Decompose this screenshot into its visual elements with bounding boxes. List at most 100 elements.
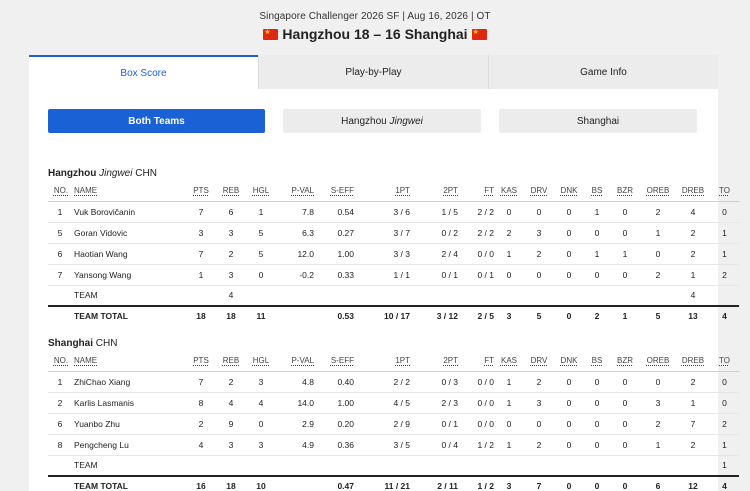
stat-cell: 4 <box>676 285 710 307</box>
column-header[interactable]: P-VAL <box>276 181 314 202</box>
tab-game-info[interactable]: Game Info <box>488 55 718 89</box>
tab-box-score[interactable]: Box Score <box>29 55 258 89</box>
stat-cell: 0 / 0 <box>458 243 494 265</box>
column-header[interactable]: NO. <box>48 351 74 372</box>
column-header[interactable]: S-EFF <box>314 181 354 202</box>
stat-cell <box>494 455 524 477</box>
stat-cell: 0 <box>640 243 676 265</box>
stat-cell: 0.53 <box>314 305 354 325</box>
stat-cell <box>410 285 458 307</box>
stat-cell: 5 <box>640 305 676 325</box>
stat-cell: 1 / 5 <box>410 201 458 223</box>
column-header[interactable]: DNK <box>554 351 584 372</box>
stat-cell: 0 <box>710 371 739 393</box>
player-name: Haotian Wang <box>74 243 186 265</box>
column-header[interactable]: NAME <box>74 351 186 372</box>
column-header[interactable]: DRV <box>524 351 554 372</box>
column-header[interactable]: FT <box>458 351 494 372</box>
tab-bar: Box Score Play-by-Play Game Info <box>29 55 718 89</box>
game-meta: Singapore Challenger 2026 SF | Aug 16, 2… <box>259 11 491 22</box>
stat-cell: 6 <box>640 475 676 491</box>
stat-cell: 2.9 <box>276 413 314 435</box>
column-header[interactable]: KAS <box>494 351 524 372</box>
stat-cell <box>48 475 74 491</box>
stat-cell: 4 <box>216 392 246 414</box>
stat-cell: 2 / 2 <box>458 222 494 244</box>
stat-cell: 7.8 <box>276 201 314 223</box>
table-header-row: NO. NAME PTS REB HGL P-VAL S-EFF 1PT 2PT FT KAS DRV… <box>48 181 739 202</box>
column-header[interactable]: PTS <box>186 351 216 372</box>
stat-cell: 0 <box>554 201 584 223</box>
stat-cell <box>314 455 354 477</box>
column-header[interactable]: HGL <box>246 181 276 202</box>
column-header[interactable]: BZR <box>610 351 640 372</box>
stat-cell: 0 <box>494 201 524 223</box>
stat-cell: 0 / 2 <box>410 222 458 244</box>
filter-hangzhou[interactable]: Hangzhou Jingwei <box>283 109 481 133</box>
column-header[interactable]: OREB <box>640 351 676 372</box>
stat-cell: 12 <box>676 475 710 491</box>
stat-cell: 0 <box>554 305 584 325</box>
stat-cell <box>410 455 458 477</box>
column-header[interactable]: BS <box>584 351 610 372</box>
column-header[interactable]: DNK <box>554 181 584 202</box>
stat-cell: 7 <box>186 201 216 223</box>
stat-cell: 0.20 <box>314 413 354 435</box>
column-header[interactable]: KAS <box>494 181 524 202</box>
column-header[interactable]: PTS <box>186 181 216 202</box>
filter-both-teams[interactable]: Both Teams <box>48 109 265 133</box>
column-header[interactable]: FT <box>458 181 494 202</box>
filter-shanghai[interactable]: Shanghai <box>499 109 697 133</box>
tab-play-by-play[interactable]: Play-by-Play <box>258 55 488 89</box>
team-title: Shanghai CHN <box>29 336 718 351</box>
column-header[interactable]: BS <box>584 181 610 202</box>
team-country: CHN <box>132 168 157 179</box>
column-header[interactable]: OREB <box>640 181 676 202</box>
stat-cell: 4 <box>710 305 739 325</box>
stat-cell: 10 / 17 <box>354 305 410 325</box>
column-header[interactable]: 2PT <box>410 351 458 372</box>
column-header[interactable]: 1PT <box>354 181 410 202</box>
stat-cell <box>276 475 314 491</box>
stat-cell: 1 <box>710 455 739 477</box>
stat-cell: 7 <box>186 243 216 265</box>
stat-cell <box>48 285 74 307</box>
column-header[interactable]: P-VAL <box>276 351 314 372</box>
column-header[interactable]: 2PT <box>410 181 458 202</box>
stat-cell: 2 <box>186 413 216 435</box>
column-header[interactable]: S-EFF <box>314 351 354 372</box>
stat-cell: 3 <box>186 222 216 244</box>
column-header[interactable]: NAME <box>74 181 186 202</box>
column-header[interactable]: DRV <box>524 181 554 202</box>
stat-cell: 1 <box>676 264 710 286</box>
stat-cell: 0 <box>610 392 640 414</box>
stat-cell: 1 / 2 <box>458 434 494 456</box>
player-name: Karlis Lasmanis <box>74 392 186 414</box>
stat-cell: 3 / 12 <box>410 305 458 325</box>
stat-cell <box>186 455 216 477</box>
stat-cell: 2 <box>676 371 710 393</box>
column-header[interactable]: HGL <box>246 351 276 372</box>
column-header[interactable]: REB <box>216 181 246 202</box>
column-header[interactable]: DREB <box>676 181 710 202</box>
column-header[interactable]: 1PT <box>354 351 410 372</box>
stat-cell: 2 <box>676 243 710 265</box>
column-header[interactable]: BZR <box>610 181 640 202</box>
stat-cell: 0 <box>584 434 610 456</box>
column-header[interactable]: TO <box>710 181 739 202</box>
column-header[interactable]: TO <box>710 351 739 372</box>
stat-cell: 0 <box>494 264 524 286</box>
column-header[interactable]: DREB <box>676 351 710 372</box>
stat-cell: 1 <box>676 392 710 414</box>
stat-cell: 10 <box>246 475 276 491</box>
stat-cell <box>186 285 216 307</box>
column-header[interactable]: NO. <box>48 181 74 202</box>
stat-cell: 5 <box>524 305 554 325</box>
column-header[interactable]: REB <box>216 351 246 372</box>
stat-cell <box>640 285 676 307</box>
